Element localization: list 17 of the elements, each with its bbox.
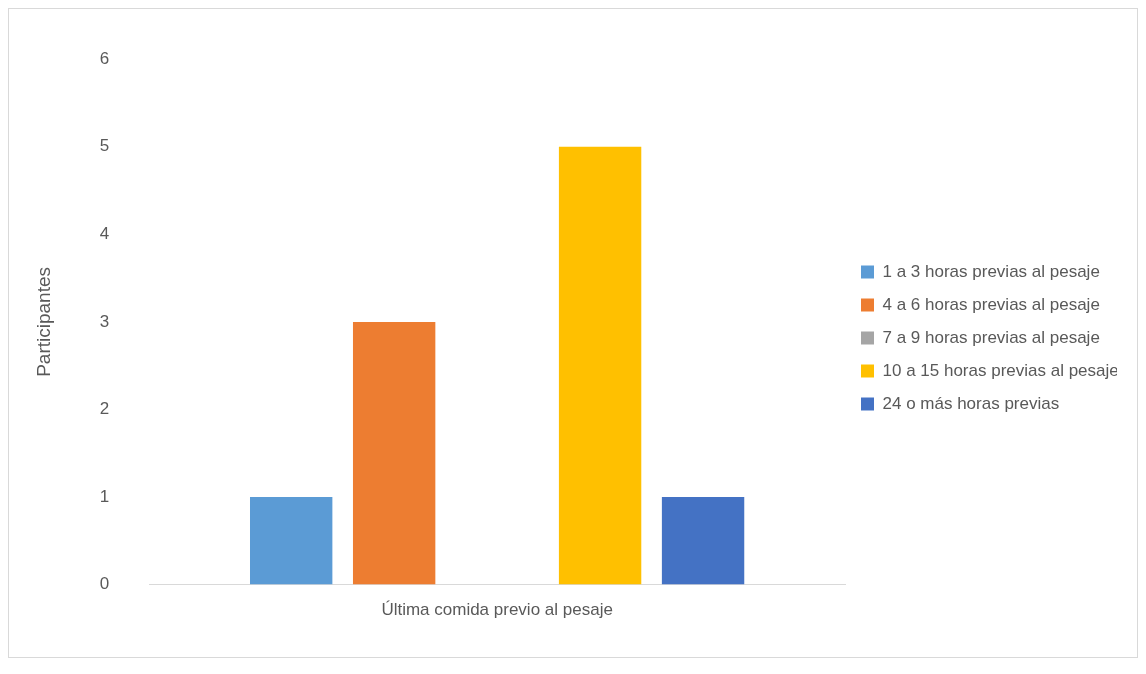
y-tick-label: 0 (99, 574, 110, 594)
y-tick-label: 1 (99, 486, 110, 506)
legend-label: 4 a 6 horas previas al pesaje (882, 294, 1100, 314)
x-tick-label: Última comida previo al pesaje (381, 600, 613, 620)
y-tick-label: 5 (99, 136, 110, 156)
y-tick-label: 6 (99, 48, 110, 68)
bar (558, 146, 642, 585)
y-tick-label: 4 (99, 224, 110, 244)
y-axis-title: Participantes (32, 266, 54, 377)
bar (250, 497, 333, 585)
legend-label: 24 o más horas previas (882, 393, 1060, 413)
legend-label: 7 a 9 horas previas al pesaje (882, 327, 1100, 347)
bar (352, 321, 436, 585)
legend-label: 1 a 3 horas previas al pesaje (882, 261, 1100, 281)
bar (661, 497, 745, 585)
y-tick-label: 2 (99, 399, 110, 419)
y-tick-label: 3 (99, 311, 110, 331)
